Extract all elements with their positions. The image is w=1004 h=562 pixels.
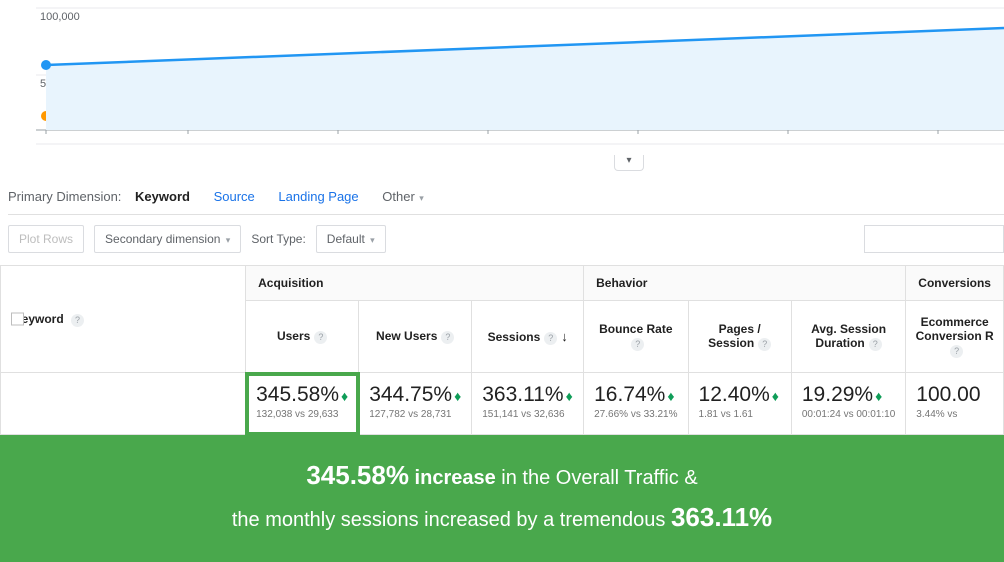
metric-avg-duration: 19.29%♦ 00:01:24 vs 00:01:10 (791, 373, 905, 435)
help-icon[interactable]: ? (869, 338, 882, 351)
banner-line-1: 345.58% increase in the Overall Traffic … (10, 455, 994, 497)
arrow-up-icon: ♦ (566, 388, 573, 404)
metric-pages-session: 12.40%♦ 1.81 vs 1.61 (688, 373, 791, 435)
dimension-landing-page[interactable]: Landing Page (278, 189, 358, 204)
metric-users: 345.58%♦ 132,038 vs 29,633 (246, 373, 359, 435)
arrow-up-icon: ♦ (667, 388, 674, 404)
select-all-checkbox[interactable] (11, 313, 24, 326)
metric-bounce-rate: 16.74%♦ 27.66% vs 33.21% (584, 373, 688, 435)
metric-new-users: 344.75%♦ 127,782 vs 28,731 (359, 373, 472, 435)
help-icon[interactable]: ? (441, 331, 454, 344)
chart-collapse-toggle[interactable]: ▾ (614, 155, 644, 171)
plot-rows-button[interactable]: Plot Rows (8, 225, 84, 253)
primary-dimension-row: Primary Dimension: Keyword Source Landin… (8, 189, 1004, 204)
arrow-up-icon: ♦ (341, 388, 348, 404)
col-pages-session[interactable]: Pages / Session? (688, 301, 791, 373)
col-sessions[interactable]: Sessions?↓ (472, 301, 584, 373)
secondary-dimension-dropdown[interactable]: Secondary dimension ▾ (94, 225, 241, 253)
sort-type-label: Sort Type: (251, 232, 305, 246)
summary-banner: 345.58% increase in the Overall Traffic … (0, 435, 1004, 562)
metric-ecommerce-rate: 100.00 3.44% vs (906, 373, 1004, 435)
table-toolbar: Plot Rows Secondary dimension ▾ Sort Typ… (8, 214, 1004, 265)
sort-descending-icon: ↓ (561, 329, 568, 344)
arrow-up-icon: ♦ (875, 388, 882, 404)
banner-line-2: the monthly sessions increased by a trem… (10, 497, 994, 539)
help-icon[interactable]: ? (758, 338, 771, 351)
group-acquisition: Acquisition (246, 266, 584, 301)
dimension-source[interactable]: Source (214, 189, 255, 204)
col-avg-duration[interactable]: Avg. Session Duration? (791, 301, 905, 373)
table-group-header: Keyword ? Acquisition Behavior Conversio… (1, 266, 1004, 301)
table-search-input[interactable] (864, 225, 1004, 253)
chevron-down-icon: ▾ (417, 193, 424, 203)
col-ecommerce-rate[interactable]: Ecommerce Conversion R? (906, 301, 1004, 373)
col-users[interactable]: Users? (246, 301, 359, 373)
chevron-down-icon: ▾ (370, 235, 375, 245)
primary-dimension-label: Primary Dimension: (8, 189, 121, 204)
help-icon[interactable]: ? (950, 345, 963, 358)
col-bounce-rate[interactable]: Bounce Rate? (584, 301, 688, 373)
chevron-down-icon: ▾ (626, 155, 631, 166)
group-behavior: Behavior (584, 266, 906, 301)
metrics-table: Keyword ? Acquisition Behavior Conversio… (0, 265, 1004, 435)
trend-chart: 50,000100,000 (18, 0, 1004, 155)
help-icon[interactable]: ? (71, 314, 84, 327)
arrow-up-icon: ♦ (772, 388, 779, 404)
dimension-other[interactable]: Other ▾ (382, 189, 424, 204)
arrow-up-icon: ♦ (454, 388, 461, 404)
help-icon[interactable]: ? (544, 332, 557, 345)
dimension-keyword[interactable]: Keyword (135, 189, 190, 212)
table-summary-row: 345.58%♦ 132,038 vs 29,633 344.75%♦ 127,… (1, 373, 1004, 435)
svg-text:100,000: 100,000 (40, 11, 80, 23)
sort-type-dropdown[interactable]: Default ▾ (316, 225, 386, 253)
help-icon[interactable]: ? (314, 331, 327, 344)
metric-sessions: 363.11%♦ 151,141 vs 32,636 (472, 373, 584, 435)
help-icon[interactable]: ? (631, 338, 644, 351)
group-conversions: Conversions (906, 266, 1004, 301)
chevron-down-icon: ▾ (226, 235, 231, 245)
col-new-users[interactable]: New Users? (359, 301, 472, 373)
